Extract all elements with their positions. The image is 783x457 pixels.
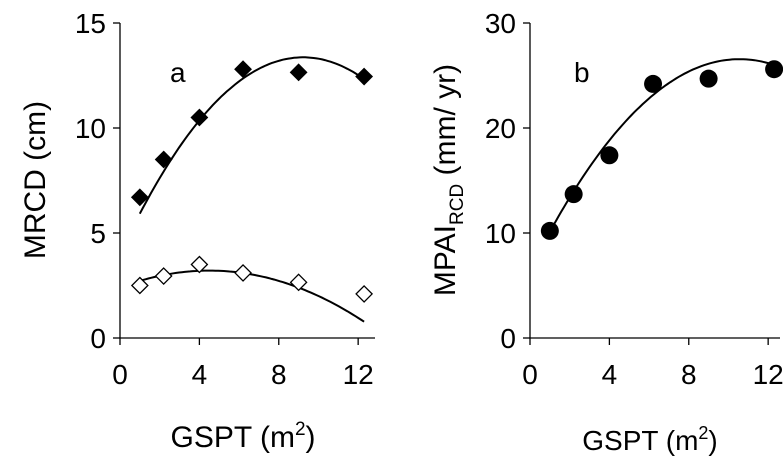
panel-a-open-fit-curve [139, 269, 365, 323]
panel-a-y-tick-label: 10 [75, 113, 106, 144]
panel-b-x-tick-label: 0 [522, 359, 538, 390]
panel-a-filled-fit-curve [138, 56, 365, 215]
panel-a: 0 5 10 15 0 4 8 12 a GSPT (m2) MRCD (cm) [19, 8, 375, 454]
panel-a-open-data-point [289, 273, 308, 292]
panel-b: 0 10 20 30 0 4 8 12 b GSPT (m2) MPAIRCD (mm/ y… [429, 8, 783, 456]
panel-b-fit-curve [548, 58, 775, 233]
panel-b-data-point [564, 185, 583, 204]
panel-a-filled-data-point [154, 150, 173, 169]
panel-a-y-tick-label: 5 [90, 218, 106, 249]
panel-a-filled-data-point [355, 67, 374, 86]
panel-b-x-tick-label: 12 [753, 359, 783, 390]
panel-a-x-tick-label: 0 [112, 359, 128, 390]
panel-b-data-point [644, 74, 663, 93]
panel-b-x-tick-label: 8 [681, 359, 697, 390]
panel-a-open-data-point [130, 276, 149, 295]
panel-a-filled-data-point [130, 188, 149, 207]
panel-a-open-data-point [355, 284, 374, 303]
panel-b-y-tick-label: 0 [500, 323, 516, 354]
panel-a-x-tick-label: 12 [343, 359, 374, 390]
panel-b-x-tick-label: 4 [602, 359, 618, 390]
panel-b-data-point [600, 146, 619, 165]
panel-a-x-tick-label: 8 [271, 359, 287, 390]
panel-a-y-tick-label: 15 [75, 8, 106, 39]
panel-a-x-tick-label: 4 [192, 359, 208, 390]
panel-a-filled-data-point [289, 63, 308, 82]
panel-b-y-tick-label: 30 [485, 8, 516, 39]
panel-a-y-axis-label: MRCD (cm) [19, 101, 52, 259]
panel-a-open-data-point [190, 255, 209, 274]
panel-a-label: a [170, 57, 186, 88]
panel-a-filled-data-point [190, 108, 209, 127]
panel-b-x-axis-label: GSPT (m2) [582, 423, 718, 456]
panel-b-y-axis-label: MPAIRCD (mm/ yr) [429, 64, 468, 296]
panel-a-y-tick-label: 0 [90, 323, 106, 354]
panel-a-filled-data-point [234, 60, 252, 79]
panel-b-data-point [765, 60, 783, 79]
panel-b-label: b [574, 57, 590, 88]
panel-a-open-data-point [234, 263, 252, 282]
panel-b-data-point [540, 221, 559, 240]
panel-a-x-axis-label: GSPT (m2) [170, 419, 315, 454]
panel-b-data-point [699, 69, 718, 88]
panel-b-y-tick-label: 20 [485, 113, 516, 144]
panel-a-open-data-point [154, 267, 173, 285]
panel-b-y-tick-label: 10 [485, 218, 516, 249]
